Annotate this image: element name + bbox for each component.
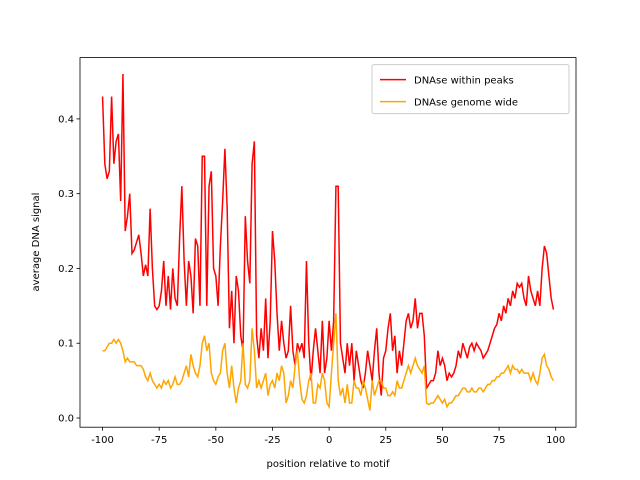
x-tick-label: 100 xyxy=(546,435,565,446)
y-tick-label: 0.3 xyxy=(58,189,74,200)
x-tick-label: -75 xyxy=(151,435,167,446)
y-tick-label: 0.1 xyxy=(58,339,74,350)
x-tick-label: 75 xyxy=(493,435,506,446)
x-axis-label: position relative to motif xyxy=(267,459,390,470)
y-tick-label: 0.2 xyxy=(58,264,74,275)
x-tick-label: 0 xyxy=(326,435,332,446)
x-tick-label: -50 xyxy=(208,435,224,446)
y-tick-label: 0.4 xyxy=(58,114,74,125)
legend-label: DNAse genome wide xyxy=(414,98,518,109)
data-line xyxy=(101,74,555,396)
legend-box xyxy=(371,64,570,115)
x-tick-label: -25 xyxy=(264,435,280,446)
y-tick-label: 0.0 xyxy=(58,414,74,425)
x-tick-label: 50 xyxy=(436,435,449,446)
y-axis-label: average DNA signal xyxy=(31,193,42,292)
x-tick-label: 25 xyxy=(379,435,392,446)
legend-label: DNAse within peaks xyxy=(414,76,514,87)
x-tick-label: -100 xyxy=(91,435,114,446)
data-line xyxy=(102,313,555,411)
plot-frame xyxy=(79,57,577,428)
